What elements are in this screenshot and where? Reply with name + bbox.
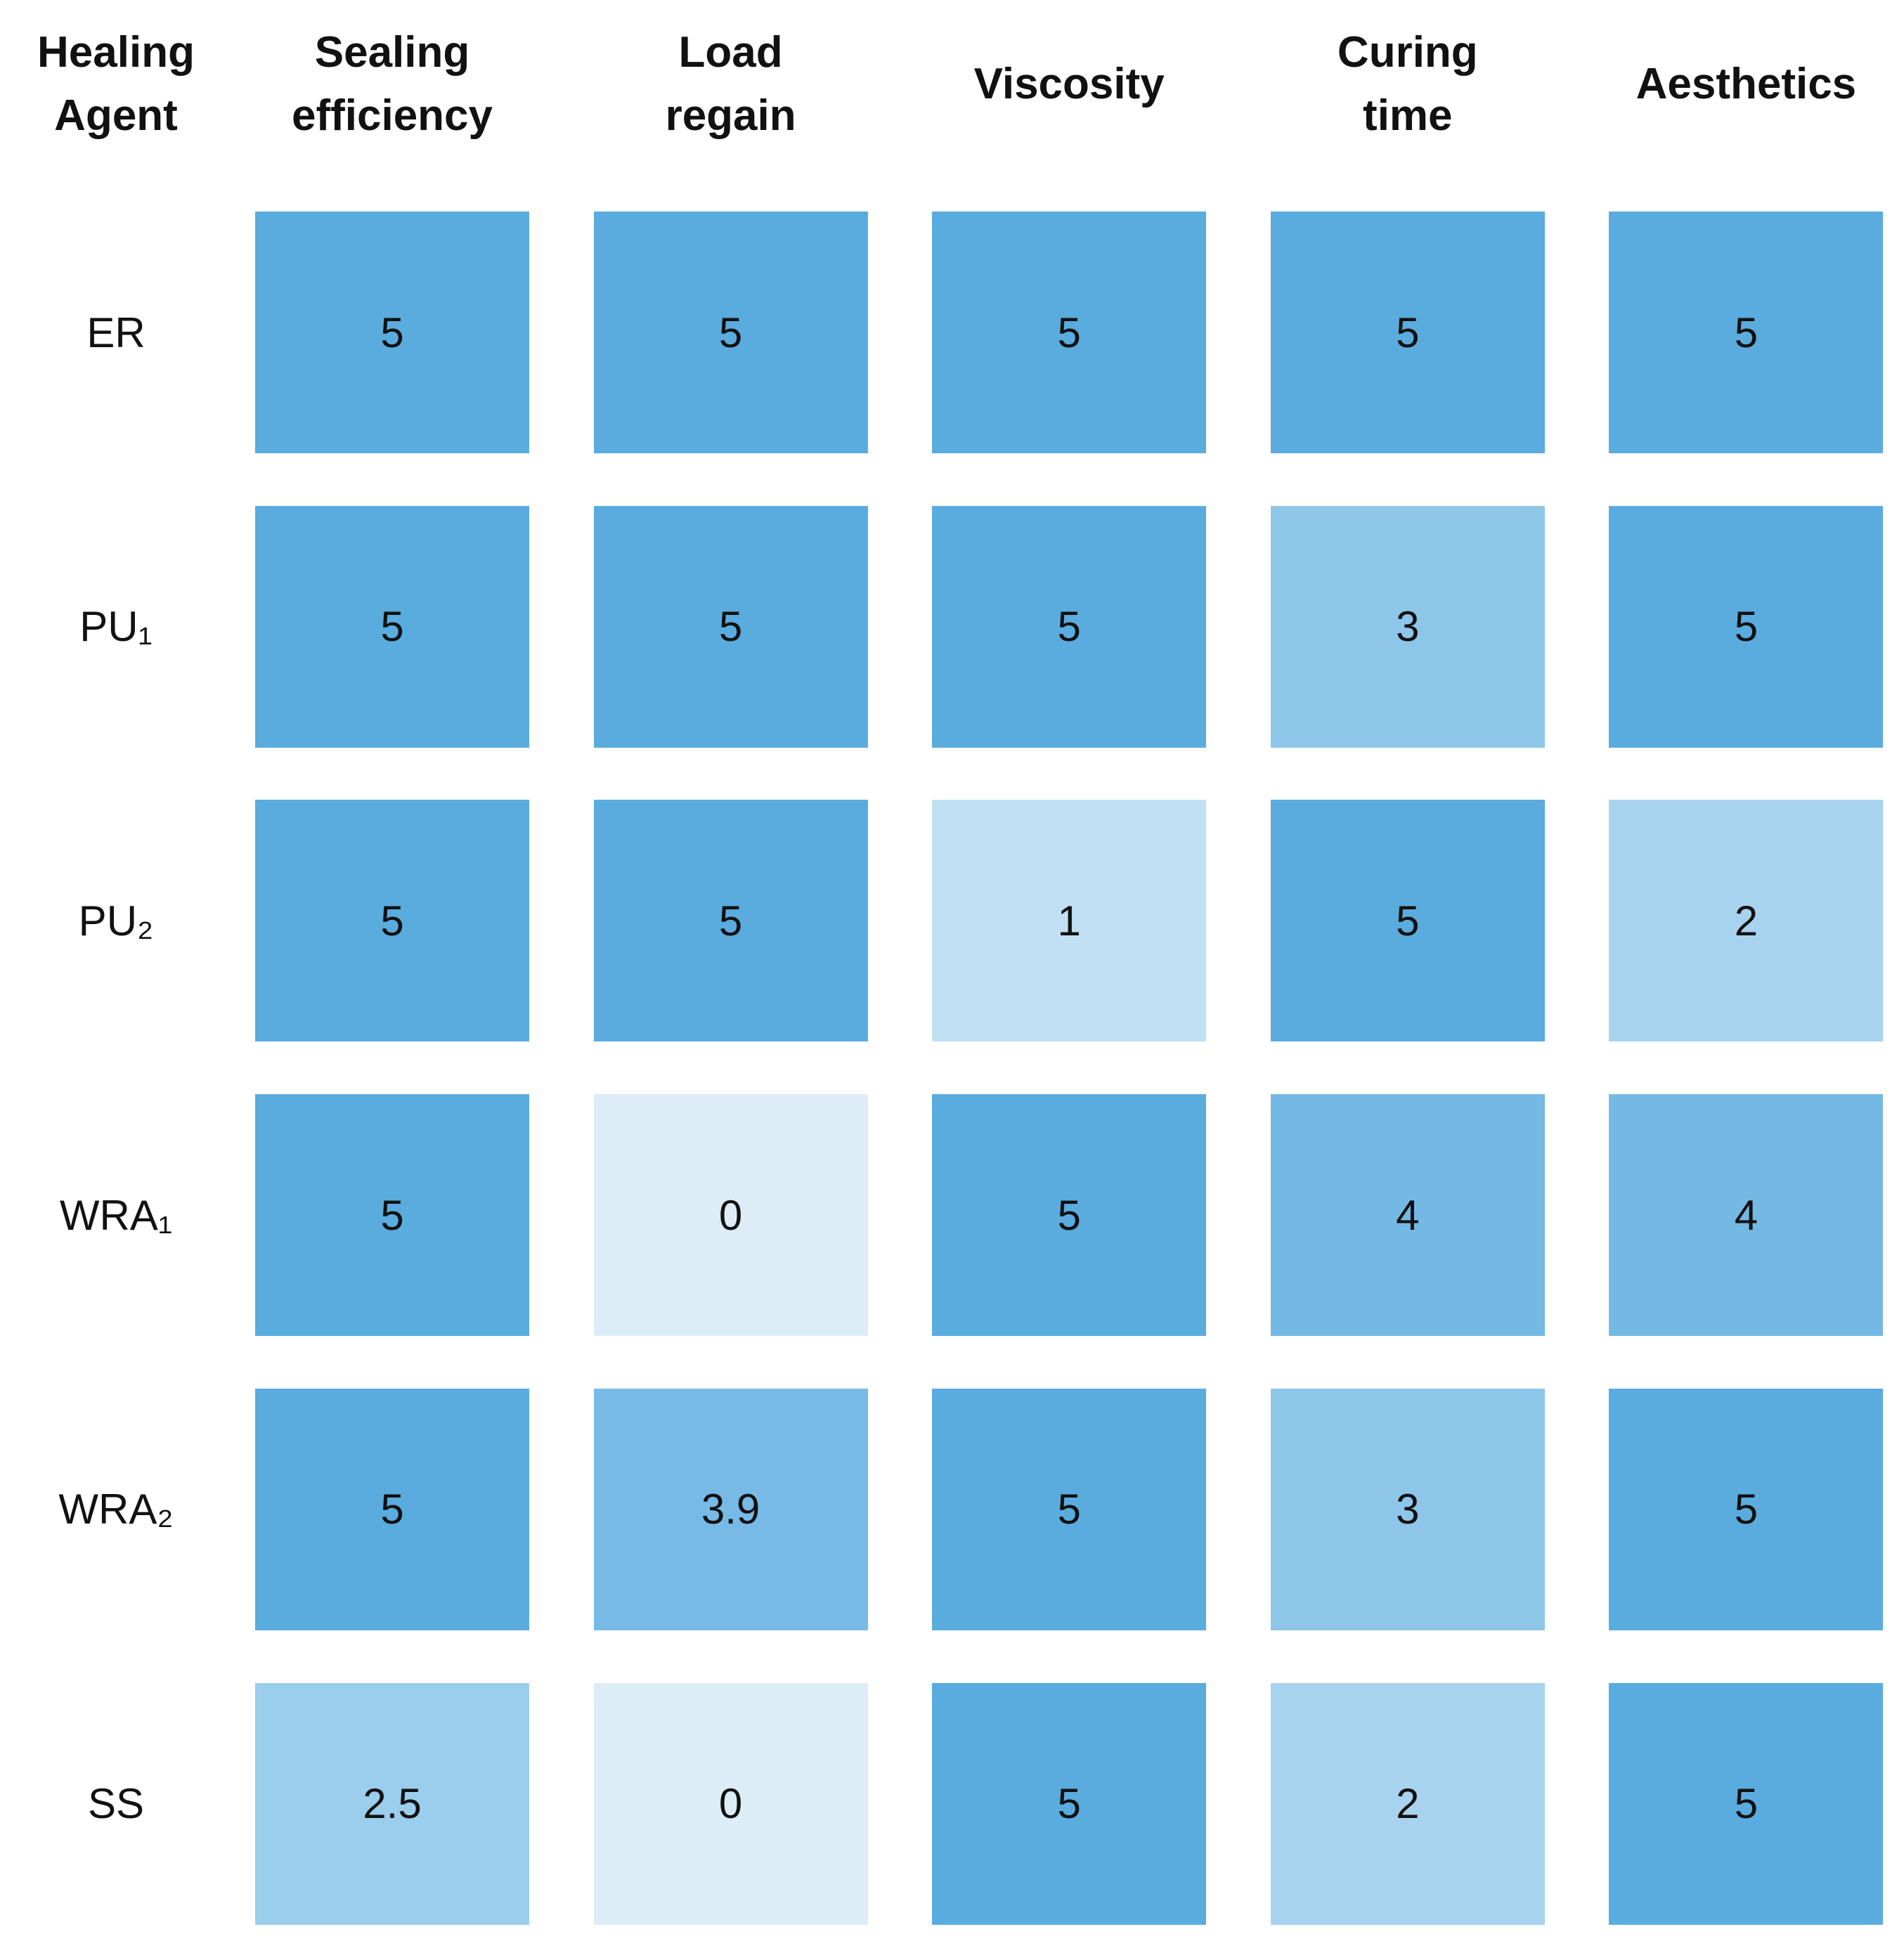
row-label: PU₂ <box>78 897 154 944</box>
heat-cell: 5 <box>593 800 868 1042</box>
column-header-box: Load regain <box>562 0 900 169</box>
heat-cell: 5 <box>1609 505 1884 748</box>
column-header: Sealing efficiency <box>291 28 493 140</box>
heat-cell: 2.5 <box>255 1682 529 1925</box>
row-label: ER <box>86 309 145 356</box>
row-label: WRA₂ <box>58 1486 174 1533</box>
heat-cell: 3 <box>1270 1388 1545 1630</box>
heat-cell: 0 <box>593 1094 868 1337</box>
heat-cell: 5 <box>1270 212 1545 453</box>
column-header: Load regain <box>665 28 796 140</box>
column-header-box: Sealing efficiency <box>224 0 561 169</box>
cell-value: 3.9 <box>701 1486 760 1533</box>
row-label: WRA₁ <box>59 1191 173 1239</box>
cell-value: 5 <box>1057 603 1081 651</box>
cell-value: 3 <box>1396 1486 1420 1533</box>
heat-cell: 5 <box>593 212 868 453</box>
cell-value: 5 <box>718 309 743 356</box>
cell-value: 3 <box>1396 603 1420 651</box>
cell-value: 5 <box>1734 603 1759 651</box>
cell-value: 5 <box>1734 309 1759 356</box>
row-header: Healing Agent <box>37 28 195 140</box>
column-header: Aesthetics <box>1636 60 1857 108</box>
heat-cell: 5 <box>1270 800 1545 1042</box>
cell-value: 5 <box>718 603 743 651</box>
heat-cell: 2 <box>1609 800 1884 1042</box>
heat-cell: 5 <box>255 1094 529 1337</box>
heat-cell: 5 <box>932 212 1207 453</box>
column-header: Viscosity <box>973 60 1165 108</box>
cell-value: 5 <box>380 1191 404 1239</box>
cell-value: 2 <box>1396 1780 1420 1827</box>
row-header-box: Healing Agent <box>18 0 214 169</box>
heat-cell: 1 <box>932 800 1207 1042</box>
heat-cell: 5 <box>255 505 529 748</box>
cell-value: 5 <box>380 603 404 651</box>
heat-cell: 0 <box>593 1682 868 1925</box>
cell-value: 5 <box>1396 309 1420 356</box>
cell-value: 5 <box>1057 1780 1081 1827</box>
cell-value: 5 <box>1057 1486 1081 1533</box>
heat-cell: 3 <box>1270 505 1545 748</box>
cell-value: 2 <box>1734 897 1759 944</box>
heat-cell: 5 <box>932 1094 1207 1337</box>
cell-value: 5 <box>718 897 743 944</box>
heat-cell: 5 <box>255 800 529 1042</box>
cell-value: 5 <box>1734 1486 1759 1533</box>
heat-cell: 5 <box>1609 1388 1884 1630</box>
cell-value: 1 <box>1057 897 1081 944</box>
column-header: Curing time <box>1337 28 1478 140</box>
cell-value: 0 <box>718 1780 743 1827</box>
heat-cell: 5 <box>932 1682 1207 1925</box>
heat-cell: 5 <box>932 505 1207 748</box>
heat-cell: 5 <box>593 505 868 748</box>
cell-value: 5 <box>380 1486 404 1533</box>
cell-value: 0 <box>718 1191 743 1239</box>
heat-cell: 3.9 <box>593 1388 868 1630</box>
row-label: PU₁ <box>79 603 153 651</box>
heat-cell: 5 <box>932 1388 1207 1630</box>
row-label: SS <box>87 1780 145 1827</box>
heat-cell: 5 <box>255 1388 529 1630</box>
cell-value: 4 <box>1734 1191 1759 1239</box>
cell-value: 5 <box>1396 897 1420 944</box>
heat-cell: 4 <box>1270 1094 1545 1337</box>
heat-cell: 2 <box>1270 1682 1545 1925</box>
cell-value: 4 <box>1396 1191 1420 1239</box>
cell-value: 5 <box>1734 1780 1759 1827</box>
column-header-box: Viscosity <box>900 0 1238 169</box>
heat-cell: 5 <box>1609 1682 1884 1925</box>
heat-cell: 5 <box>255 212 529 453</box>
column-header-box: Aesthetics <box>1577 0 1904 169</box>
cell-value: 5 <box>1057 1191 1081 1239</box>
cell-value: 5 <box>380 309 404 356</box>
heat-cell: 4 <box>1609 1094 1884 1337</box>
column-header-box: Curing time <box>1239 0 1576 169</box>
cell-value: 5 <box>380 897 404 944</box>
cell-value: 2.5 <box>363 1780 422 1827</box>
cell-value: 5 <box>1057 309 1081 356</box>
heat-cell: 5 <box>1609 212 1884 453</box>
